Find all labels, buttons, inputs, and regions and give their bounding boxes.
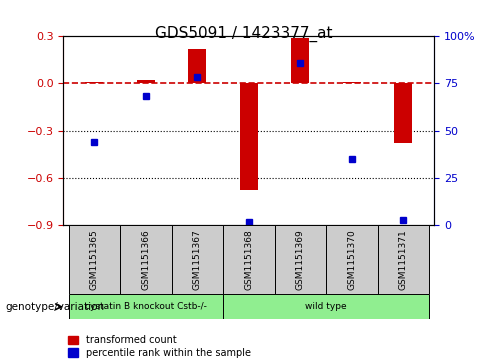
Bar [343,82,361,83]
FancyBboxPatch shape [172,225,223,294]
Text: wild type: wild type [305,302,347,311]
Bar [85,82,103,83]
Text: GSM1151368: GSM1151368 [244,229,253,290]
Text: GSM1151366: GSM1151366 [142,229,150,290]
Text: cystatin B knockout Cstb-/-: cystatin B knockout Cstb-/- [85,302,207,311]
Text: GSM1151365: GSM1151365 [90,229,99,290]
Bar [137,80,155,83]
Text: GSM1151370: GSM1151370 [347,229,356,290]
FancyBboxPatch shape [378,225,429,294]
Text: GSM1151369: GSM1151369 [296,229,305,290]
Text: GDS5091 / 1423377_at: GDS5091 / 1423377_at [155,25,333,42]
Text: GSM1151371: GSM1151371 [399,229,408,290]
Text: genotype/variation: genotype/variation [5,302,104,312]
FancyBboxPatch shape [120,225,172,294]
FancyBboxPatch shape [223,225,275,294]
FancyBboxPatch shape [223,294,429,319]
Legend: transformed count, percentile rank within the sample: transformed count, percentile rank withi… [68,335,251,358]
Bar [240,83,258,191]
Bar [291,38,309,83]
Bar [394,83,412,143]
FancyBboxPatch shape [326,225,378,294]
FancyBboxPatch shape [69,225,120,294]
Text: GSM1151367: GSM1151367 [193,229,202,290]
Bar [188,49,206,83]
FancyBboxPatch shape [69,294,223,319]
FancyBboxPatch shape [275,225,326,294]
